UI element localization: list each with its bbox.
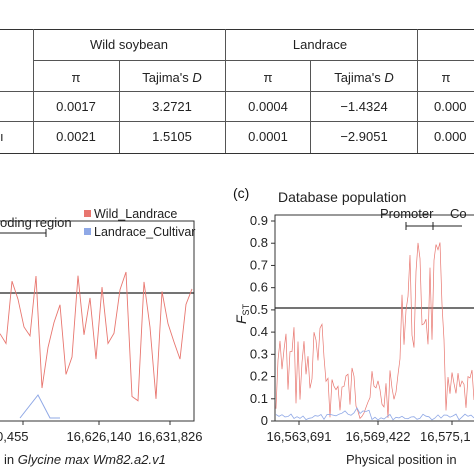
panel-b-xtick-label: 0,455 xyxy=(0,429,29,444)
panel-c-ytick-label: 0.6 xyxy=(250,280,268,295)
legend-label-wild-landrace: Wild_Landrace xyxy=(94,207,177,221)
col-header-pi-cultivar: π xyxy=(441,70,451,85)
cell-tajima-landrace-r1: −1.4324 xyxy=(340,99,388,114)
row-rule xyxy=(0,121,474,122)
panel-c-ytick-label: 0.9 xyxy=(250,213,268,228)
panel-c-ytick-label: 0.3 xyxy=(250,346,268,361)
group-header-wild: Wild soybean xyxy=(89,37,169,52)
col-header-pi-landrace: π xyxy=(263,70,273,85)
panel-c-ytick-label: 0.4 xyxy=(250,324,268,339)
panel-c-ytick-label: 0.2 xyxy=(250,369,268,384)
charts-area: oding region Wild_Landrace Landrace_Cult… xyxy=(0,185,474,467)
panel-c-xtick-label: 16,569,422 xyxy=(345,429,410,444)
series-wild-landrace-line xyxy=(0,271,193,402)
cell-tajima-landrace-r2: −2.9051 xyxy=(340,129,388,144)
diversity-table: Wild soybean Landrace π Tajima's D π Taj… xyxy=(0,0,474,155)
cell-pi-cultivar-r2: 0.000 xyxy=(434,129,467,144)
panel-c: (c) Database population 0 0.1 0.2 0.3 0.4 0.5… xyxy=(233,185,474,467)
table-divider xyxy=(310,60,311,154)
group-header-landrace: Landrace xyxy=(292,37,348,52)
table-top-rule xyxy=(0,29,474,30)
table-bottom-rule xyxy=(0,153,474,154)
col-header-tajima-landrace: Tajima's D xyxy=(334,70,394,85)
panel-c-ytick-label: 0.5 xyxy=(250,302,268,317)
legend-swatch-wild-landrace xyxy=(84,210,91,217)
table-divider xyxy=(119,60,120,154)
coding-label: Co xyxy=(450,206,467,221)
panel-c-letter: (c) xyxy=(233,185,249,201)
header-subrule xyxy=(33,60,474,61)
panel-c-ytick-label: 0.7 xyxy=(250,257,268,272)
panel-c-xtick-label: 16,575,1 xyxy=(420,429,471,444)
panel-b-frame xyxy=(0,220,195,422)
panel-c-ytick-label: 0.8 xyxy=(250,235,268,250)
panel-c-ylabel: FST xyxy=(233,303,251,324)
header-bottom-rule xyxy=(0,91,474,92)
panel-b-xtick-label: 16,631,826 xyxy=(137,429,202,444)
panel-c-frame xyxy=(274,214,474,422)
coding-region-label: oding region xyxy=(0,215,72,230)
panel-c-ytick-label: 0.1 xyxy=(250,391,268,406)
legend-swatch-landrace-cultivar xyxy=(84,228,91,235)
cell-pi-landrace-r2: 0.0001 xyxy=(248,129,288,144)
panel-c-title: Database population xyxy=(278,189,406,205)
series-landrace-cultivar-line xyxy=(19,394,60,419)
panel-c-ytick-label: 0 xyxy=(261,413,268,428)
panel-b: oding region Wild_Landrace Landrace_Cult… xyxy=(0,207,203,467)
cell-pi-cultivar-r1: 0.000 xyxy=(434,99,467,114)
panel-b-xtick-label: 16,626,140 xyxy=(66,429,131,444)
panel-c-xtick-label: 16,563,691 xyxy=(266,429,331,444)
col-header-tajima-wild: Tajima's D xyxy=(142,70,202,85)
series-wild-landrace-line xyxy=(275,242,474,420)
cell-pi-wild-r1: 0.0017 xyxy=(56,99,96,114)
cell-pi-wild-r2: 0.0021 xyxy=(56,129,96,144)
cell-tajima-wild-r2: 1.5105 xyxy=(152,129,192,144)
row-label-r2: ı xyxy=(0,129,4,144)
promoter-label: Promoter xyxy=(380,206,434,221)
legend-label-landrace-cultivar: Landrace_Cultivar xyxy=(94,225,195,239)
cell-tajima-wild-r1: 3.2721 xyxy=(152,99,192,114)
panel-c-xlabel: Physical position in xyxy=(346,452,457,467)
panel-b-xlabel: in Glycine max Wm82.a2.v1 xyxy=(4,452,166,467)
cell-pi-landrace-r1: 0.0004 xyxy=(248,99,288,114)
col-header-pi-wild: π xyxy=(71,70,81,85)
series-landrace-cultivar-line xyxy=(275,407,474,421)
